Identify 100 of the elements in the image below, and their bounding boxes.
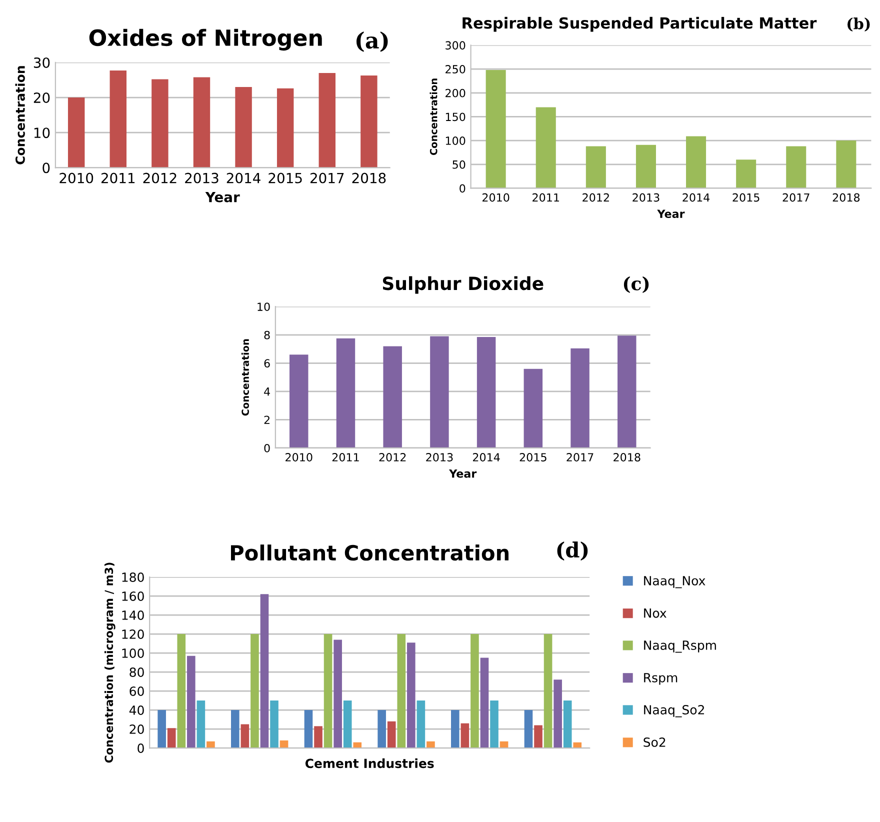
y-tick-label: 0 — [264, 444, 270, 452]
bar — [378, 710, 386, 748]
x-tick-label: 2011 — [532, 193, 559, 202]
y-tick-label: 200 — [446, 88, 466, 98]
bar — [686, 136, 706, 188]
bar — [152, 79, 168, 168]
bar — [736, 160, 756, 188]
text: (d) — [557, 541, 588, 561]
bar — [407, 642, 416, 748]
x-tick-label: 2017 — [782, 193, 810, 202]
chart-title: Sulphur Dioxide — [382, 276, 544, 294]
y-tick-label: 0 — [138, 743, 144, 753]
x-tick-label: 2012 — [143, 172, 176, 184]
y-tick-label: 50 — [452, 160, 466, 169]
bar — [836, 140, 856, 188]
x-tick-label: 2011 — [101, 172, 135, 184]
y-tick-label: 2 — [264, 416, 270, 424]
x-tick-label: 2018 — [352, 172, 386, 184]
y-tick-label: 160 — [122, 592, 144, 601]
bar — [534, 725, 542, 748]
y-tick-label: 150 — [446, 112, 466, 122]
x-tick-label: 2010 — [482, 193, 510, 202]
bar — [177, 634, 186, 748]
x-tick-label: 2013 — [426, 453, 453, 462]
bar — [470, 634, 479, 748]
y-tick-label: 10 — [34, 128, 50, 138]
y-tick-label: 40 — [129, 705, 144, 715]
bar — [196, 700, 206, 748]
legend-label: So2 — [644, 737, 666, 747]
bar — [304, 710, 313, 748]
chart-title: Respirable Suspended Particulate Matter — [462, 16, 817, 32]
legend-label: Nox — [644, 608, 666, 618]
bar — [360, 75, 378, 168]
x-tick-label: 2014 — [472, 453, 500, 462]
bar — [290, 354, 308, 448]
chart-title: Oxides of Nitrogen — [89, 28, 322, 51]
y-tick-label: 20 — [130, 724, 144, 734]
x-tick-label: 2014 — [226, 172, 260, 184]
bar — [187, 656, 196, 748]
bar — [451, 710, 460, 748]
bar — [426, 741, 435, 748]
bar — [231, 710, 240, 748]
y-axis-title: Concentration — [15, 66, 25, 164]
bar — [786, 146, 806, 188]
legend-label: Naaq_So2 — [644, 705, 704, 718]
bar — [276, 88, 294, 168]
bar — [573, 742, 582, 748]
text: (a) — [356, 31, 388, 52]
y-axis-title: Concentration — [241, 339, 249, 416]
x-tick-label: 2011 — [332, 453, 359, 462]
x-tick-label: 2010 — [286, 453, 312, 462]
bar — [618, 336, 636, 448]
y-tick-label: 4 — [264, 388, 270, 396]
bar — [235, 87, 252, 168]
y-tick-label: 180 — [122, 572, 144, 582]
chart-title: Pollutant Concentration — [230, 544, 508, 561]
y-tick-label: 6 — [264, 359, 270, 368]
x-tick-label: 2014 — [682, 193, 710, 202]
bar — [334, 640, 342, 748]
bar — [524, 368, 543, 448]
bar — [250, 634, 259, 748]
x-axis-title: Year — [205, 192, 240, 202]
x-axis-title: Year — [449, 470, 477, 478]
bar — [430, 336, 449, 448]
y-axis-title: Concentration (microgram / m3) — [104, 562, 116, 763]
bar — [536, 107, 556, 188]
y-axis-title: Concentration — [430, 78, 438, 156]
bar — [387, 721, 396, 748]
bar — [260, 594, 269, 748]
bar — [554, 680, 562, 748]
y-tick-label: 300 — [446, 41, 466, 50]
bar — [158, 710, 166, 748]
x-tick-label: 2018 — [832, 193, 860, 202]
bar — [490, 700, 498, 748]
y-tick-label: 100 — [122, 648, 144, 658]
y-tick-label: 120 — [122, 630, 144, 639]
bar — [167, 728, 176, 748]
y-tick-label: 140 — [122, 610, 144, 620]
bar — [383, 346, 402, 448]
y-tick-label: 30 — [34, 57, 50, 68]
text: (b) — [848, 18, 870, 32]
bar — [110, 70, 126, 168]
y-tick-label: 8 — [264, 330, 270, 340]
bar — [416, 700, 426, 748]
bar — [570, 348, 590, 448]
y-tick-label: 60 — [130, 686, 144, 696]
text: (c) — [624, 276, 649, 293]
bar — [636, 144, 656, 188]
legend-label: Naaq_Rspm — [644, 640, 716, 653]
x-tick-label: 2012 — [379, 453, 406, 462]
x-tick-label: 2018 — [614, 453, 640, 462]
bar — [343, 700, 352, 748]
y-tick-label: 0 — [460, 184, 466, 193]
bar — [397, 634, 406, 748]
y-tick-label: 100 — [446, 136, 466, 145]
bar — [480, 658, 489, 748]
y-tick-label: 80 — [130, 668, 144, 677]
bar — [324, 634, 332, 748]
x-tick-label: 2013 — [632, 193, 660, 202]
bar — [486, 70, 506, 188]
